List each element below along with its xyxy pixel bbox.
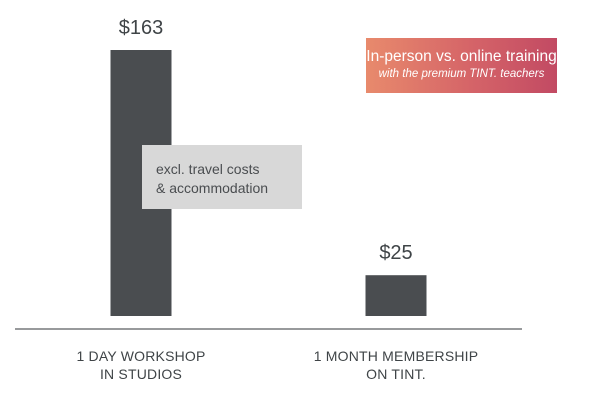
title-badge: In-person vs. online training with the p… <box>366 38 557 93</box>
x-tick-label-line: 1 MONTH MEMBERSHIP <box>313 348 479 364</box>
bar-1 <box>365 275 427 316</box>
chart-title: In-person vs. online training <box>366 48 557 65</box>
x-tick-label-line: IN STUDIOS <box>99 366 183 382</box>
annotation-line-2: & accommodation <box>156 180 269 196</box>
data-label-1: $25 <box>379 242 412 264</box>
annotation-line-1: excl. travel costs <box>156 161 260 177</box>
x-tick-label-workshop: 1 DAY WORKSHOP IN STUDIOS <box>41 347 241 383</box>
data-label-0: $163 <box>119 17 164 39</box>
x-tick-label-membership: 1 MONTH MEMBERSHIP ON TINT. <box>296 347 496 383</box>
x-tick-label-line: 1 DAY WORKSHOP <box>76 348 206 364</box>
x-tick-label-line: ON TINT. <box>366 366 426 382</box>
annotation-box: excl. travel costs & accommodation <box>142 145 302 209</box>
chart-subtitle: with the premium TINT. teachers <box>378 68 545 80</box>
